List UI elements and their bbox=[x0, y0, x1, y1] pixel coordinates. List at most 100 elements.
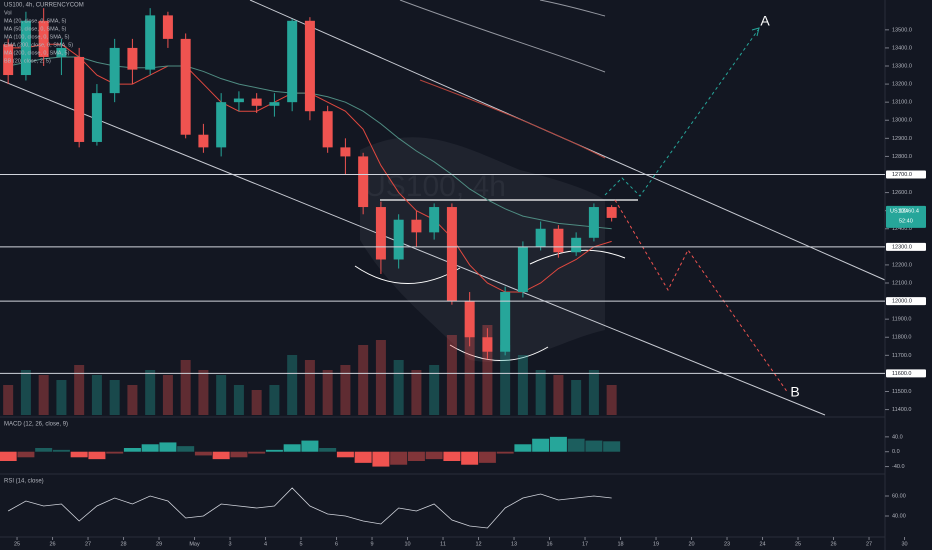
head bbox=[449, 344, 549, 361]
volume-bar bbox=[429, 365, 440, 415]
y-tick-label: 40.0 bbox=[892, 434, 903, 440]
macd-bar bbox=[248, 451, 266, 454]
macd-bar bbox=[390, 451, 408, 465]
volume-bar bbox=[464, 330, 475, 415]
candle-body bbox=[91, 93, 102, 142]
y-tick-label: 11900.0 bbox=[892, 317, 911, 323]
x-tick-label: 25 bbox=[14, 541, 20, 547]
volume-bar bbox=[446, 335, 457, 415]
volume-bar bbox=[127, 385, 138, 415]
candle-body bbox=[3, 44, 14, 76]
candle-body bbox=[287, 20, 298, 103]
candle-body bbox=[251, 98, 262, 106]
macd-bar bbox=[177, 446, 195, 452]
volume-bar bbox=[322, 370, 333, 415]
macd-bar bbox=[567, 438, 585, 452]
level-label: 12300.0 bbox=[892, 244, 912, 250]
macd-bar bbox=[407, 451, 425, 461]
y-tick-label: 40.00 bbox=[892, 513, 906, 519]
volume-bar bbox=[500, 345, 511, 415]
macd-bar bbox=[372, 451, 390, 467]
x-tick-label: 13 bbox=[511, 541, 517, 547]
candle-body bbox=[446, 207, 457, 302]
y-tick-label: 12100.0 bbox=[892, 280, 912, 286]
candle-body bbox=[340, 147, 351, 157]
volume-bar bbox=[358, 345, 369, 415]
trendline bbox=[0, 79, 826, 416]
candle-body bbox=[180, 38, 191, 135]
macd-bar bbox=[52, 449, 70, 452]
x-tick-label: 9 bbox=[371, 541, 374, 547]
volume-bar bbox=[482, 325, 493, 415]
ma-100 bbox=[399, 0, 606, 73]
annotation: A bbox=[760, 13, 770, 29]
macd-bar bbox=[265, 449, 283, 452]
level-label: 12000.0 bbox=[892, 299, 912, 305]
candle-body bbox=[571, 237, 582, 253]
volume-bar bbox=[145, 370, 156, 415]
macd-bar bbox=[549, 436, 567, 452]
volume-bar bbox=[251, 390, 262, 415]
volume-bar bbox=[606, 385, 617, 415]
macd-bar bbox=[17, 451, 35, 458]
candle-body bbox=[606, 207, 617, 218]
volume-bar bbox=[393, 360, 404, 415]
macd-bar bbox=[212, 451, 230, 460]
x-tick-label: 27 bbox=[866, 541, 872, 547]
macd-bar bbox=[319, 448, 337, 452]
y-tick-label: 12400.0 bbox=[892, 226, 912, 232]
macd-bar bbox=[496, 451, 514, 454]
x-tick-label: 25 bbox=[795, 541, 801, 547]
volume-bar bbox=[180, 360, 191, 415]
volume-bar bbox=[216, 375, 227, 415]
candle-body bbox=[162, 15, 173, 39]
candle-body bbox=[109, 47, 120, 94]
x-tick-label: 5 bbox=[300, 541, 303, 547]
y-tick-label: 0.0 bbox=[892, 449, 900, 455]
x-tick-label: 27 bbox=[85, 541, 91, 547]
bollinger-band bbox=[360, 137, 605, 363]
indicator-label: EMA (200, close, 0, SMA, 5) bbox=[4, 42, 73, 48]
y-tick-label: -40.0 bbox=[892, 464, 905, 470]
indicator-label: MA (50, close, 0, SMA, 5) bbox=[4, 26, 67, 32]
volume-bar bbox=[304, 360, 315, 415]
x-tick-label: 10 bbox=[404, 541, 410, 547]
volume-bar bbox=[517, 355, 528, 415]
candle-body bbox=[216, 102, 227, 148]
candle-body bbox=[553, 228, 564, 253]
candle-body bbox=[20, 20, 31, 76]
level-tag bbox=[886, 170, 926, 179]
candle-body bbox=[464, 301, 475, 338]
macd-bar bbox=[123, 448, 141, 452]
y-tick-label: 13400.0 bbox=[892, 45, 912, 51]
volume-bar bbox=[340, 365, 351, 415]
macd-bar bbox=[88, 451, 106, 460]
candle-body bbox=[429, 207, 440, 233]
ma-200 bbox=[539, 0, 606, 17]
y-tick-label: 12800.0 bbox=[892, 154, 912, 160]
volume-bar bbox=[162, 375, 173, 415]
macd-bar bbox=[354, 451, 372, 463]
x-tick-label: 26 bbox=[49, 541, 55, 547]
candle-body bbox=[322, 111, 333, 148]
candle-body bbox=[198, 134, 209, 148]
level-tag bbox=[886, 369, 926, 378]
countdown: 52:40 bbox=[899, 218, 913, 224]
volume-bar bbox=[56, 380, 67, 415]
symbol-tag: US100 bbox=[890, 208, 907, 214]
level-tag bbox=[886, 297, 926, 306]
candle-body bbox=[411, 219, 422, 233]
macd-bar bbox=[35, 448, 53, 452]
macd-bar bbox=[425, 451, 443, 460]
macd-bar bbox=[461, 451, 479, 465]
y-tick-label: 13100.0 bbox=[892, 100, 912, 106]
level-label: 11600.0 bbox=[892, 371, 911, 377]
volume-bar bbox=[375, 340, 386, 415]
candle-body bbox=[517, 246, 528, 293]
candle-body bbox=[233, 98, 244, 103]
volume-bar bbox=[571, 380, 582, 415]
x-tick-label: 24 bbox=[759, 541, 765, 547]
rsi-line bbox=[7, 487, 612, 529]
volume-bar bbox=[287, 355, 298, 415]
x-tick-label: 16 bbox=[546, 541, 552, 547]
